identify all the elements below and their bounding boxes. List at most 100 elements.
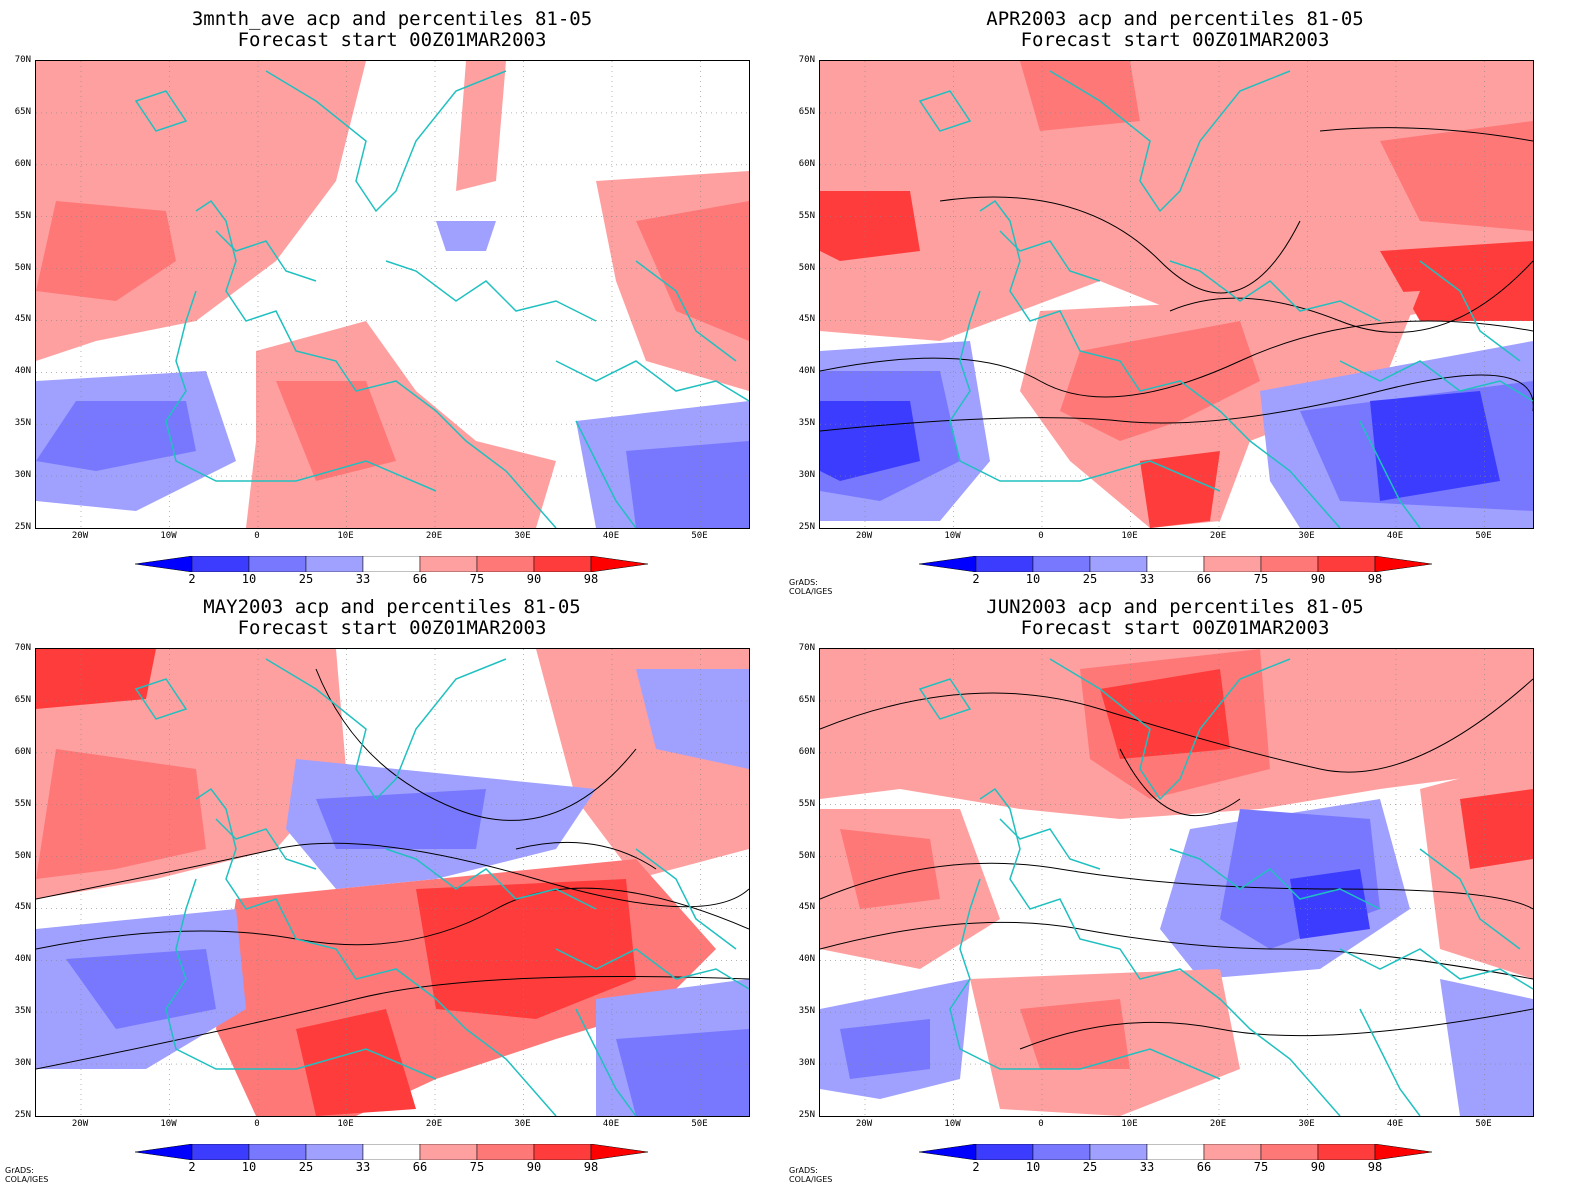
colorbar bbox=[135, 556, 649, 572]
colorbar-segment bbox=[305, 1144, 364, 1160]
lon-label: 20E bbox=[425, 1119, 443, 1129]
contour-line bbox=[36, 976, 749, 1070]
lat-label: 45N bbox=[798, 314, 815, 325]
colorbar-segment bbox=[362, 1144, 421, 1160]
percentile-shading bbox=[456, 61, 506, 191]
lon-label: 20W bbox=[855, 1119, 873, 1129]
colorbar-segment bbox=[248, 556, 307, 572]
lon-label: 40E bbox=[1386, 531, 1404, 541]
lon-label: 40E bbox=[602, 1119, 620, 1129]
shaded-field bbox=[820, 61, 1533, 528]
panel-title: JUN2003 acp and percentiles 81-05 Forecas… bbox=[805, 597, 1545, 639]
percentile-shading bbox=[66, 949, 216, 1029]
panel-title: 3mnth_ave acp and percentiles 81-05 Forec… bbox=[22, 9, 762, 51]
coastline bbox=[195, 787, 557, 1116]
colorbar-segment bbox=[590, 1144, 649, 1160]
percentile-shading bbox=[1020, 61, 1140, 131]
contour-line bbox=[820, 921, 1533, 980]
coastline bbox=[265, 70, 507, 213]
lon-label: 20E bbox=[1209, 1119, 1227, 1129]
colorbar-label: 66 bbox=[1196, 572, 1212, 586]
colorbar-label: 2 bbox=[188, 1160, 196, 1174]
grads-credit: GrADS: COLA/IGES bbox=[789, 1166, 833, 1184]
lon-label: 10E bbox=[337, 1119, 354, 1129]
lat-label: 50N bbox=[14, 850, 31, 861]
percentile-shading bbox=[1440, 979, 1533, 1116]
coastline bbox=[949, 878, 1221, 1080]
colorbar-segment bbox=[248, 1144, 307, 1160]
lat-label: 40N bbox=[14, 954, 31, 965]
panel-title: MAY2003 acp and percentiles 81-05 Forecas… bbox=[22, 597, 762, 639]
lon-label: 10W bbox=[944, 531, 961, 541]
lat-label: 35N bbox=[14, 1006, 31, 1017]
lat-label: 30N bbox=[798, 470, 815, 481]
colorbar-segment bbox=[476, 556, 535, 572]
colorbar-label: 10 bbox=[241, 572, 257, 586]
colorbar-label: 75 bbox=[1253, 1160, 1269, 1174]
lat-label: 55N bbox=[798, 210, 815, 221]
colorbar-label: 66 bbox=[412, 572, 428, 586]
coastline bbox=[575, 420, 637, 528]
percentile-shading bbox=[626, 441, 749, 528]
colorbar-segment bbox=[1146, 556, 1205, 572]
lon-label: 30E bbox=[1298, 1119, 1315, 1129]
lon-label: 20E bbox=[425, 531, 443, 541]
coastline bbox=[165, 878, 437, 1080]
colorbar-label: 2 bbox=[972, 1160, 980, 1174]
lon-label: 20W bbox=[855, 531, 873, 541]
title-line-1: JUN2003 acp and percentiles 81-05 bbox=[986, 596, 1364, 618]
lon-label: 50E bbox=[1475, 531, 1492, 541]
lat-label: 40N bbox=[798, 954, 815, 965]
colorbar-label: 25 bbox=[298, 1160, 314, 1174]
coastline bbox=[385, 848, 597, 910]
colorbar-label: 75 bbox=[469, 1160, 485, 1174]
coastline bbox=[165, 290, 437, 492]
colorbar-segment bbox=[135, 1144, 193, 1160]
percentile-shading bbox=[1380, 241, 1533, 321]
lon-label: 20W bbox=[71, 1119, 89, 1129]
lat-label: 60N bbox=[14, 158, 31, 169]
coastline bbox=[999, 818, 1101, 870]
panel-title: APR2003 acp and percentiles 81-05 Forecas… bbox=[805, 9, 1545, 51]
lat-label: 70N bbox=[798, 55, 815, 65]
colorbar-segment bbox=[191, 1144, 250, 1160]
colorbar-segment bbox=[1260, 1144, 1319, 1160]
lon-label: 0 bbox=[254, 531, 260, 541]
lon-label: 20W bbox=[71, 531, 89, 541]
colorbar-label: 25 bbox=[1082, 572, 1098, 586]
contour-line bbox=[315, 668, 637, 821]
colorbar bbox=[919, 556, 1433, 572]
title-line-1: MAY2003 acp and percentiles 81-05 bbox=[203, 596, 581, 618]
lon-label: 0 bbox=[1038, 531, 1044, 541]
colorbar-segment bbox=[419, 1144, 478, 1160]
coastline bbox=[999, 230, 1101, 282]
colorbar-segment bbox=[362, 556, 421, 572]
lat-label: 40N bbox=[798, 366, 815, 377]
lat-label: 40N bbox=[14, 366, 31, 377]
lat-label: 30N bbox=[798, 1058, 815, 1069]
coastline bbox=[215, 230, 317, 282]
colorbar-segment bbox=[1203, 556, 1262, 572]
lon-label: 30E bbox=[1298, 531, 1315, 541]
contour-line bbox=[820, 862, 1533, 910]
lat-label: 30N bbox=[14, 1058, 31, 1069]
lat-label: 25N bbox=[798, 1110, 815, 1120]
percentile-shading bbox=[276, 381, 396, 481]
percentile-shading bbox=[296, 1009, 416, 1116]
grads-credit: GrADS: COLA/IGES bbox=[789, 578, 833, 596]
percentile-shading bbox=[1140, 451, 1220, 528]
lat-label: 60N bbox=[798, 746, 815, 757]
coastline bbox=[635, 260, 737, 362]
coastline bbox=[1359, 420, 1421, 528]
coastline bbox=[1419, 848, 1521, 950]
lat-label: 25N bbox=[14, 1110, 31, 1120]
lat-label: 35N bbox=[798, 418, 815, 429]
lon-label: 10W bbox=[160, 1119, 177, 1129]
percentile-shading bbox=[616, 1029, 749, 1116]
map-area bbox=[35, 648, 750, 1117]
percentile-shading bbox=[36, 201, 176, 301]
lat-label: 65N bbox=[14, 106, 31, 117]
coastline bbox=[949, 290, 1221, 492]
contour-line bbox=[515, 841, 657, 870]
contour-line bbox=[820, 374, 1533, 432]
